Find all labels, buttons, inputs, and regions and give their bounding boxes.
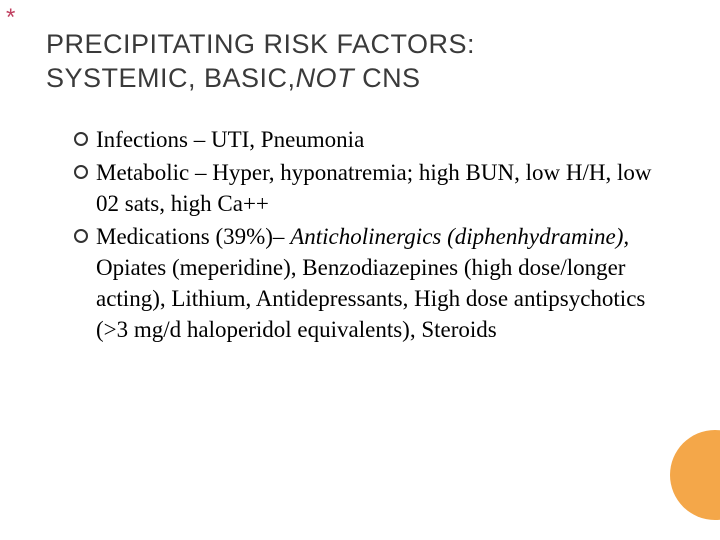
bullet-lead: Medications (39%)– — [96, 224, 290, 249]
slide-title: PRECIPITATING RISK FACTORS: SYSTEMIC, BA… — [46, 28, 680, 96]
circle-decoration — [650, 430, 720, 520]
title-line2b: CNS — [354, 63, 421, 93]
bullet-text: Infections – UTI, Pneumonia — [96, 127, 364, 152]
bullet-text: Metabolic – Hyper, hyponatremia; high BU… — [96, 160, 651, 216]
title-not: NOT — [296, 63, 355, 93]
list-item: Medications (39%)– Anticholinergics (dip… — [74, 221, 680, 345]
bullet-list: Infections – UTI, Pneumonia Metabolic – … — [46, 124, 680, 345]
list-item: Infections – UTI, Pneumonia — [74, 124, 680, 155]
title-line1: PRECIPITATING RISK FACTORS: — [46, 29, 475, 59]
title-line2a: SYSTEMIC, BASIC, — [46, 63, 296, 93]
list-item: Metabolic – Hyper, hyponatremia; high BU… — [74, 157, 680, 219]
slide-content: PRECIPITATING RISK FACTORS: SYSTEMIC, BA… — [0, 0, 720, 540]
bullet-rest: Opiates (meperidine), Benzodiazepines (h… — [96, 255, 645, 342]
bullet-italic: Anticholinergics (diphenhydramine), — [290, 224, 629, 249]
